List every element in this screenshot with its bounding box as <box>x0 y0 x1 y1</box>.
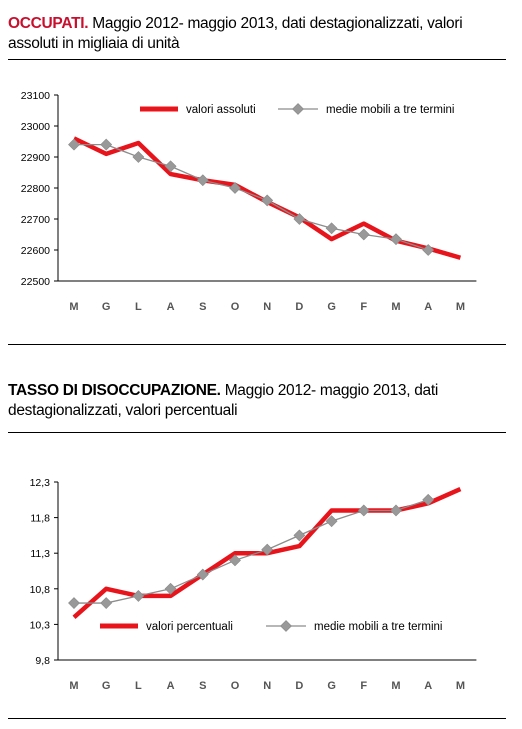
chart1-bottom-rule <box>8 344 506 345</box>
chart2-series-2-point <box>196 568 209 581</box>
chart1-title: OCCUPATI. Maggio 2012- maggio 2013, dati… <box>8 14 514 54</box>
chart2-ytick-label: 11,3 <box>30 548 50 560</box>
chart2-title-rule <box>8 432 506 433</box>
chart1-series-2-point <box>68 138 80 151</box>
chart2-ytick-label: 10,8 <box>30 584 51 596</box>
chart1-ytick-label: 22700 <box>21 214 50 226</box>
chart1-xtick-label: A <box>167 301 175 313</box>
chart2-xtick-label: M <box>456 680 465 692</box>
chart1-legend-marker-2 <box>292 103 304 115</box>
chart2-bottom-rule <box>8 718 506 719</box>
chart2: 9,8 10,3 10,8 11,3 11,8 12,3 M G L A S O N D G F M A Mvalo… <box>30 477 477 692</box>
chart1-ytick-label: 22500 <box>21 276 50 288</box>
chart1-xtick-label: A <box>424 301 432 313</box>
chart1-xtick-label: S <box>199 301 206 313</box>
chart1-legend-label-1: valori assoluti <box>186 104 256 116</box>
chart1-series-2-point <box>164 160 177 173</box>
chart1-title-rule <box>8 59 506 60</box>
chart2-title: TASSO DI DISOCCUPAZIONE. Maggio 2012- ma… <box>8 381 514 421</box>
chart2-xtick-label: A <box>424 680 432 692</box>
chart1-xtick-label: F <box>360 301 367 313</box>
chart1-series-2-point <box>132 151 145 163</box>
chart2-xtick-label: M <box>69 680 78 692</box>
chart1-xtick-label: M <box>456 301 465 313</box>
chart1-ytick-label: 22600 <box>21 245 50 257</box>
chart2-series-2-point <box>100 597 113 609</box>
chart1: 22500 22600 22700 22800 22900 23000 23100 M G L A S… <box>21 90 477 313</box>
chart2-series-2-point <box>68 597 80 609</box>
chart1-legend-label-2: medie mobili a tre termini <box>326 104 454 116</box>
chart1-series-2-point <box>422 244 435 256</box>
chart1-ytick-label: 22900 <box>21 152 50 164</box>
chart2-series-2-point <box>357 504 370 517</box>
chart1-series-2-point <box>390 233 402 246</box>
chart1-xtick-label: G <box>327 301 336 313</box>
chart2-series-2-point <box>325 515 338 528</box>
chart1-series-2-point <box>325 222 338 235</box>
chart2-series-2-point <box>390 504 402 517</box>
chart1-series-2-point <box>229 182 241 194</box>
chart1-series-2-point <box>196 174 209 187</box>
chart1-xtick-label: D <box>295 301 303 313</box>
chart1-xtick-label: L <box>135 301 142 313</box>
chart1-series-2-point <box>100 138 113 151</box>
chart2-xtick-label: D <box>295 680 303 692</box>
chart1-xtick-label: N <box>263 301 271 313</box>
chart2-xtick-label: G <box>102 680 111 692</box>
chart2-xtick-label: L <box>135 680 142 692</box>
chart2-series-2-point <box>229 554 241 567</box>
chart2-ytick-label: 9,8 <box>35 655 50 667</box>
chart2-xtick-label: O <box>231 680 240 692</box>
chart2-series-2-point <box>132 589 145 602</box>
chart2-xtick-label: A <box>167 680 175 692</box>
chart2-xtick-label: N <box>263 680 271 692</box>
chart1-xtick-label: M <box>69 301 78 313</box>
chart2-xtick-label: S <box>199 680 206 692</box>
chart2-title-rest: Maggio 2012- maggio 2013, dati destagion… <box>8 382 439 419</box>
chart2-ytick-label: 11,8 <box>30 513 50 525</box>
chart2-series-2-point <box>261 543 274 556</box>
chart1-series-2-point <box>357 228 370 241</box>
chart1-xtick-label: G <box>102 301 111 313</box>
chart2-legend-label-1: valori percentuali <box>146 621 233 633</box>
chart1-ytick-label: 23100 <box>21 90 50 102</box>
chart1-xtick-label: O <box>231 301 240 313</box>
chart2-legend-label-2: medie mobili a tre termini <box>314 621 442 633</box>
chart2-title-bold: TASSO DI DISOCCUPAZIONE. <box>8 382 221 399</box>
chart2-ytick-label: 10,3 <box>30 619 51 631</box>
chart2-xtick-label: M <box>391 680 400 692</box>
chart2-series-2-point <box>164 582 177 595</box>
chart2-xtick-label: G <box>327 680 336 692</box>
chart2-series-2-point <box>293 529 306 542</box>
chart1-series-2-point <box>261 194 274 207</box>
chart2-ytick-label: 12,3 <box>30 477 51 489</box>
chart2-legend-marker-2 <box>280 620 292 632</box>
chart1-series-2-line <box>74 143 429 251</box>
chart1-ytick-label: 23000 <box>21 121 50 133</box>
chart2-series-2-point <box>422 493 435 506</box>
chart1-series-2-point <box>293 213 306 225</box>
chart2-xtick-label: F <box>360 680 367 692</box>
chart1-ytick-label: 22800 <box>21 183 50 195</box>
chart1-title-rest: Maggio 2012- maggio 2013, dati destagion… <box>8 15 463 52</box>
chart1-title-bold: OCCUPATI. <box>8 15 89 32</box>
chart1-xtick-label: M <box>391 301 400 313</box>
